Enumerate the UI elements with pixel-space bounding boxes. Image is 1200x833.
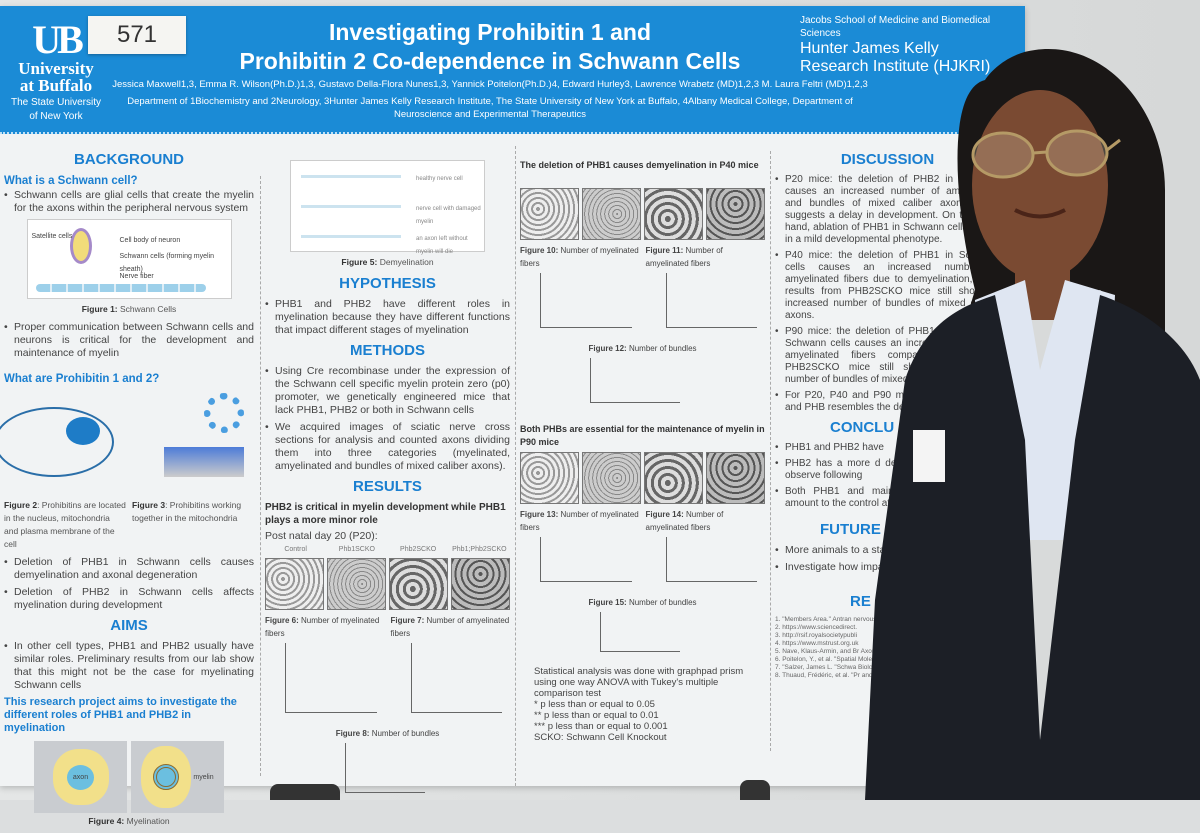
section-heading: RESULTS: [353, 478, 422, 495]
graph-bundles-p20: [345, 743, 425, 793]
logo-mark: UB: [32, 17, 84, 62]
logo-line: of New York: [29, 111, 83, 122]
micrographs-p90: [520, 452, 765, 504]
research-poster: UB University at Buffalo The State Unive…: [0, 6, 1025, 826]
ub-logo: UB University at Buffalo The State Unive…: [6, 17, 106, 123]
figure-caption: Figure 4: Myelination: [88, 816, 170, 826]
section-heading: FUTURE: [820, 521, 881, 538]
bullet: We acquired images of sciatic nerve cros…: [265, 421, 510, 473]
bullet: P40 mice: the deletion of PHB1 in Schwan…: [775, 250, 1000, 322]
affiliations: Department of 1Biochemistry and 2Neurolo…: [127, 96, 853, 120]
section-heading: CONCLU: [830, 419, 895, 436]
references: 1. "Members Area." Antran nervous-tissue…: [775, 616, 942, 679]
graphs-p90: Figure 13: Number of myelinated fibers F…: [520, 508, 765, 596]
bullet: Schwann cells are glial cells that creat…: [4, 189, 254, 215]
results-subheading: Both PHBs are essential for the maintena…: [520, 424, 765, 447]
figure-demyelination: healthy nerve cell nerve cell with damag…: [290, 160, 485, 255]
bullet: Proper communication between Schwann cel…: [4, 321, 254, 360]
graphs-p20: Figure 6: Number of myelinated fibers Fi…: [265, 614, 510, 727]
institute-name: Hunter James Kelly: [800, 40, 939, 57]
poster-header: UB University at Buffalo The State Unive…: [0, 6, 1025, 134]
school-name: Jacobs School of Medicine and Biomedical…: [800, 15, 991, 39]
graph-bundles-p40: [590, 358, 680, 403]
section-heading: HYPOTHESIS: [339, 275, 436, 292]
poster-title: Investigating Prohibitin 1 and Prohibiti…: [190, 18, 790, 76]
aims-highlight: This research project aims to investigat…: [4, 696, 237, 734]
discussion-column: DISCUSSION P20 mice: the deletion of PHB…: [775, 146, 1000, 680]
figure-captions-row: Figure 2: Prohibitins are located in the…: [4, 500, 242, 549]
figure-label: Cell body of neuron: [119, 237, 181, 244]
name-badge: [913, 430, 945, 482]
p20-label: Post natal day 20 (P20):: [265, 530, 378, 542]
section-heading: RE: [850, 593, 871, 610]
bullet: Using Cre recombinase under the expressi…: [265, 365, 510, 417]
figure-label: Schwann cells (forming myelin sheath): [119, 253, 215, 273]
section-heading: DISCUSSION: [840, 151, 935, 168]
bullet: P90 mice: the deletion of PHB1 and PHB2 …: [775, 326, 1000, 386]
statistics-note: Statistical analysis was done with graph…: [534, 666, 744, 743]
section-heading: METHODS: [350, 342, 425, 359]
figure-prohibitins: [0, 387, 254, 497]
results-column: The deletion of PHB1 causes demyelinatio…: [520, 160, 765, 743]
presenter-person: [865, 40, 1200, 800]
logo-line: at Buffalo: [19, 76, 93, 95]
figure-myelination: axon myelin: [34, 741, 224, 813]
subheading: What is a Schwann cell?: [4, 175, 138, 187]
bullet: PHB1 and PHB2 have: [775, 442, 1000, 454]
figure-label: Nerve fiber: [119, 273, 154, 280]
bullet: Deletion of PHB2 in Schwann cells affect…: [4, 586, 254, 612]
logo-line: The State University: [10, 97, 102, 108]
figure-caption: Figure 5: Demyelination: [341, 257, 434, 267]
figure-schwann-cells: Satellite cells Cell body of neuron Schw…: [26, 219, 232, 299]
person-illustration: [865, 49, 1200, 800]
bullet: PHB1 and PHB2 have different roles in my…: [265, 298, 510, 337]
hypothesis-methods-results-column: healthy nerve cell nerve cell with damag…: [265, 156, 510, 807]
figure-caption: Figure 8: Number of bundles: [335, 729, 440, 738]
bullet: PHB2 has a more d development suggest we…: [775, 458, 1000, 482]
institute-logo: Jacobs School of Medicine and Biomedical…: [800, 14, 1020, 76]
title-line: Investigating Prohibitin 1 and: [328, 19, 652, 45]
bullet: In other cell types, PHB1 and PHB2 usual…: [4, 640, 254, 692]
results-subheading: PHB2 is critical in myelin development w…: [265, 502, 506, 526]
figure-label: Satellite cells: [31, 233, 73, 240]
bullet: P20 mice: the deletion of PHB2 in Schwan…: [775, 174, 1000, 246]
board-number-tag: 571: [88, 16, 186, 54]
poster-stand: [740, 780, 770, 800]
background-column: BACKGROUND What is a Schwann cell? Schwa…: [0, 146, 254, 833]
results-subheading: The deletion of PHB1 causes demyelinatio…: [520, 160, 759, 170]
figure-caption: Figure 1: Schwann Cells: [81, 304, 177, 314]
micrographs-p20: [265, 558, 510, 610]
logo-line: University: [18, 59, 94, 78]
section-heading: BACKGROUND: [74, 151, 184, 168]
graph-bundles-p90: [600, 612, 680, 652]
author-list: Jessica Maxwell1,3, Emma R. Wilson(Ph.D.…: [112, 79, 868, 90]
title-line: Prohibitin 2 Co-dependence in Schwann Ce…: [239, 48, 741, 74]
section-heading: AIMS: [110, 617, 148, 634]
subheading: What are Prohibitin 1 and 2?: [4, 373, 160, 385]
bullet: Deletion of PHB1 in Schwann cells causes…: [4, 556, 254, 582]
authors: Jessica Maxwell1,3, Emma R. Wilson(Ph.D.…: [110, 78, 870, 121]
institute-name: Research Institute (HJKRI): [800, 58, 991, 75]
micrographs-p40: [520, 188, 765, 240]
bullet: For P20, P40 and P90 mice deletion of PH…: [775, 390, 1000, 414]
micrograph-labels: Control Phb1SCKO Phb2SCKO Phb1;Phb2SCKO: [284, 546, 507, 553]
graphs-p40: Figure 10: Number of myelinated fibers F…: [520, 244, 765, 342]
poster-stand: [270, 784, 340, 800]
